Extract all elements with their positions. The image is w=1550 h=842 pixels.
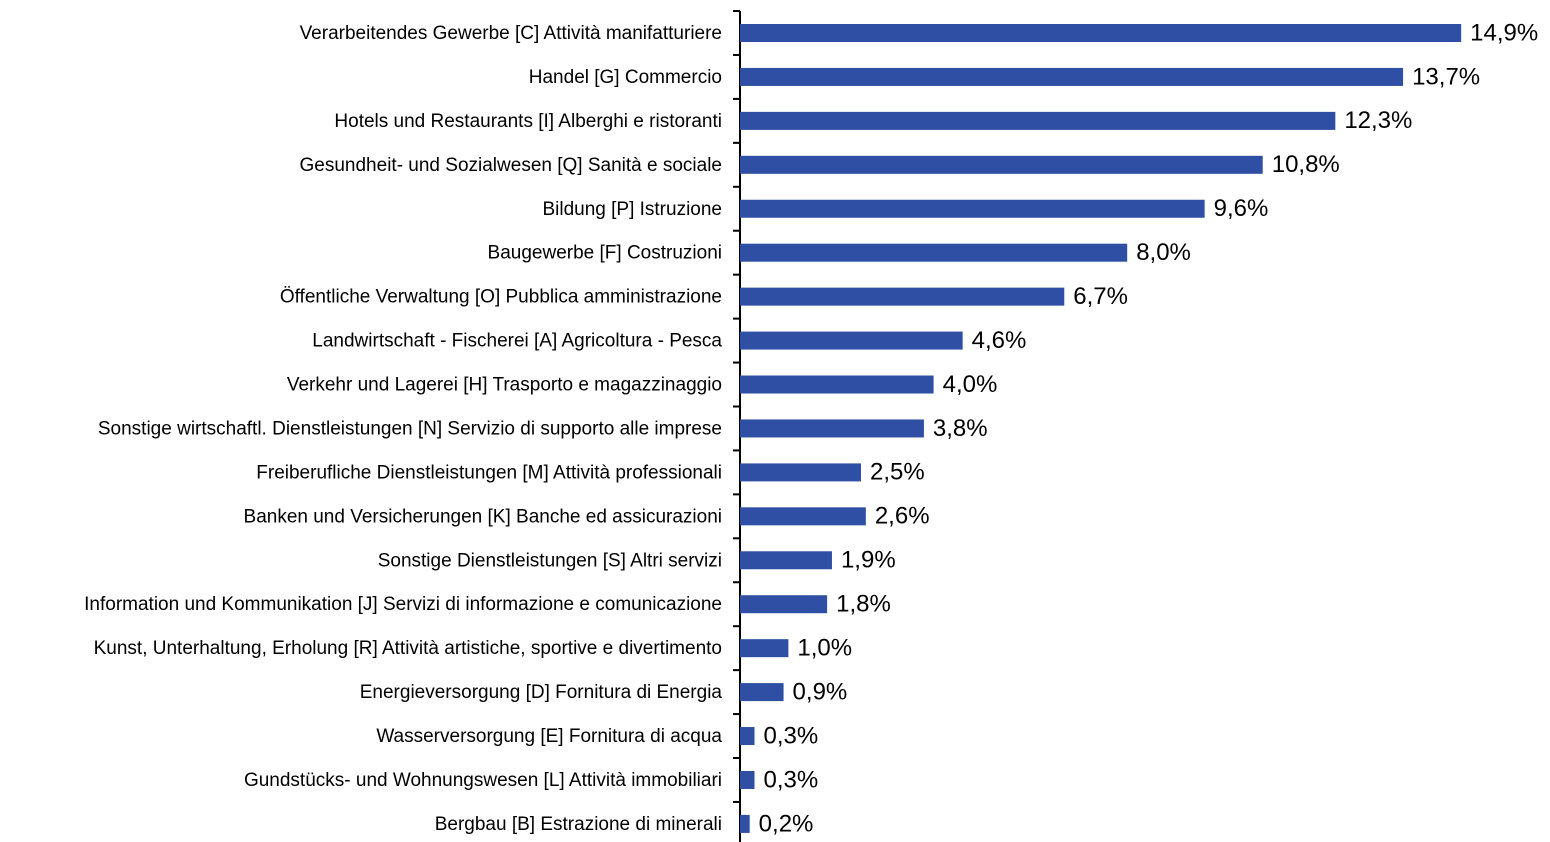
bar — [740, 639, 789, 658]
category-label: Banken und Versicherungen [K] Banche ed … — [244, 506, 722, 527]
bar — [740, 507, 866, 526]
category-label: Verkehr und Lagerei [H] Trasporto e maga… — [287, 375, 722, 396]
value-label: 14,9% — [1470, 19, 1538, 46]
bar — [740, 419, 924, 438]
category-label: Gesundheit- und Sozialwesen [Q] Sanità e… — [300, 155, 722, 176]
value-label: 2,5% — [870, 459, 925, 486]
category-label: Bildung [P] Istruzione — [542, 199, 722, 220]
category-label: Hotels und Restaurants [I] Alberghi e ri… — [334, 111, 722, 132]
category-label: Sonstige Dienstleistungen [S] Altri serv… — [378, 550, 722, 571]
value-label: 0,3% — [764, 766, 819, 793]
value-label: 9,6% — [1214, 195, 1269, 222]
category-label: Landwirtschaft - Fischerei [A] Agricoltu… — [312, 331, 722, 352]
bar — [740, 287, 1065, 306]
value-label: 13,7% — [1412, 63, 1480, 90]
bar — [740, 814, 750, 833]
value-label: 0,2% — [759, 810, 814, 837]
category-label: Baugewerbe [F] Costruzioni — [488, 243, 722, 264]
bar — [740, 683, 784, 702]
bar — [740, 551, 832, 570]
value-label: 4,0% — [943, 371, 998, 398]
bar — [740, 155, 1263, 174]
value-label: 8,0% — [1136, 239, 1191, 266]
bar — [740, 331, 963, 350]
value-label: 4,6% — [972, 327, 1027, 354]
bar — [740, 595, 828, 614]
category-label: Handel [G] Commercio — [529, 67, 722, 88]
bar — [740, 727, 755, 746]
value-label: 3,8% — [933, 415, 988, 442]
bar — [740, 111, 1336, 130]
bar — [740, 375, 934, 394]
category-label: Kunst, Unterhaltung, Erholung [R] Attivi… — [94, 638, 722, 659]
value-label: 1,8% — [836, 591, 891, 618]
value-label: 0,3% — [764, 722, 819, 749]
value-label: 1,9% — [841, 547, 896, 574]
bar — [740, 199, 1205, 218]
category-label: Gundstücks- und Wohnungswesen [L] Attivi… — [244, 770, 722, 791]
bar — [740, 67, 1404, 86]
category-label: Freiberufliche Dienstleistungen [M] Atti… — [256, 462, 722, 483]
category-label: Verarbeitendes Gewerbe [C] Attività mani… — [300, 23, 722, 44]
value-label: 12,3% — [1344, 107, 1412, 134]
value-label: 10,8% — [1272, 151, 1340, 178]
bar — [740, 243, 1128, 262]
value-label: 2,6% — [875, 503, 930, 530]
category-label: Bergbau [B] Estrazione di minerali — [435, 814, 722, 835]
category-label: Wasserversorgung [E] Fornitura di acqua — [376, 726, 722, 747]
value-label: 6,7% — [1073, 283, 1128, 310]
bar — [740, 463, 861, 482]
category-label: Energieversorgung [D] Fornitura di Energ… — [360, 682, 723, 703]
value-label: 0,9% — [793, 678, 848, 705]
category-label: Information und Kommunikation [J] Serviz… — [84, 594, 722, 615]
bar — [740, 770, 755, 789]
value-label: 1,0% — [797, 635, 852, 662]
bar — [740, 24, 1462, 42]
category-label: Öffentliche Verwaltung [O] Pubblica ammi… — [280, 287, 722, 308]
category-label: Sonstige wirtschaftl. Dienstleistungen [… — [98, 418, 722, 439]
